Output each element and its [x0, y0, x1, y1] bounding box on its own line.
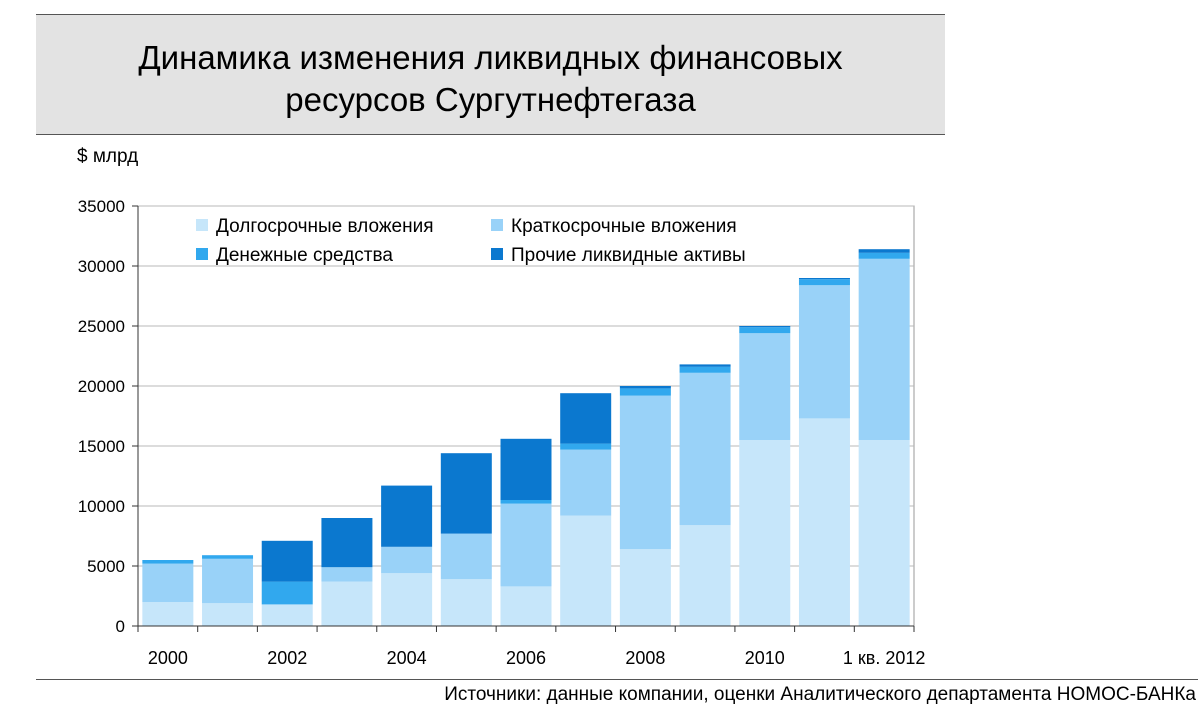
bar-segment-2: [858, 258, 910, 440]
bar-segment-3: [619, 388, 671, 396]
x-tick-label: 2002: [267, 648, 307, 668]
bar-segment-1: [381, 573, 433, 626]
bar-segment-1: [440, 579, 492, 626]
y-tick-label: 0: [116, 617, 125, 636]
y-tick-label: 15000: [78, 437, 125, 456]
bar-segment-1: [500, 586, 552, 626]
chart-title-line-1: Динамика изменения ликвидных финансовых: [138, 39, 843, 76]
source-note: Источники: данные компании, оценки Анали…: [36, 679, 1198, 710]
legend-swatch: [196, 219, 208, 231]
legend-label: Прочие ликвидные активы: [511, 245, 746, 266]
y-tick-label: 25000: [78, 317, 125, 336]
x-tick-label: 2000: [148, 648, 188, 668]
x-tick-label: 2010: [745, 648, 785, 668]
bar-segment-3: [560, 443, 612, 450]
bar-segment-4: [381, 485, 433, 547]
bar-segment-3: [798, 279, 850, 286]
x-tick-label: 1 кв. 2012: [843, 648, 926, 668]
bar-segment-3: [500, 500, 552, 504]
chart-title: Динамика изменения ликвидных финансовых …: [36, 14, 945, 135]
bar-segment-1: [142, 602, 194, 626]
bar-segment-4: [679, 364, 731, 367]
legend-label: Краткосрочные вложения: [511, 216, 737, 237]
y-tick-label: 20000: [78, 377, 125, 396]
bar-segment-3: [679, 366, 731, 373]
bar-segment-1: [560, 515, 612, 626]
bar-segment-4: [798, 278, 850, 280]
bar-segment-4: [858, 249, 910, 253]
bar-segment-2: [560, 449, 612, 516]
bar-segment-4: [619, 386, 671, 389]
bar-segment-2: [381, 546, 433, 574]
y-tick-label: 10000: [78, 497, 125, 516]
bar-segment-3: [261, 581, 313, 605]
legend-label: Долгосрочные вложения: [216, 216, 434, 237]
bar-segment-4: [261, 540, 313, 582]
bar-segment-2: [142, 563, 194, 602]
bar-segment-4: [321, 518, 373, 568]
bar-segment-2: [798, 285, 850, 419]
bar-segment-1: [261, 604, 313, 626]
bar-segment-1: [619, 549, 671, 626]
legend-swatch: [491, 248, 503, 260]
bar-segment-4: [739, 326, 791, 328]
bar-segment-3: [739, 327, 791, 334]
chart-title-line-2: ресурсов Сургутнефтегаза: [285, 81, 696, 118]
bar-segment-4: [500, 438, 552, 500]
bar-segment-3: [142, 560, 194, 564]
x-tick-label: 2004: [387, 648, 427, 668]
bar-segment-2: [619, 395, 671, 550]
bar-segment-2: [679, 372, 731, 526]
y-tick-label: 35000: [78, 197, 125, 216]
x-tick-label: 2008: [625, 648, 665, 668]
bar-segment-1: [202, 603, 254, 626]
bar-segment-1: [739, 440, 791, 626]
y-tick-label: 5000: [87, 557, 125, 576]
x-tick-label: 2006: [506, 648, 546, 668]
bar-segment-3: [202, 555, 254, 559]
y-axis-unit-label: $ млрд: [77, 146, 139, 167]
bar-segment-2: [321, 567, 373, 582]
bar-segment-1: [679, 525, 731, 626]
legend-swatch: [196, 248, 208, 260]
bar-segment-2: [202, 558, 254, 604]
bar-segment-4: [440, 453, 492, 534]
bar-segment-2: [440, 533, 492, 580]
bar-segment-1: [321, 581, 373, 626]
bar-segment-3: [858, 252, 910, 259]
y-tick-label: 30000: [78, 257, 125, 276]
bar-segment-4: [560, 393, 612, 444]
legend-swatch: [491, 219, 503, 231]
bar-segment-2: [500, 503, 552, 587]
bar-segment-1: [858, 440, 910, 626]
legend-label: Денежные средства: [216, 245, 393, 266]
bar-segment-2: [739, 333, 791, 440]
bar-segment-1: [798, 418, 850, 626]
